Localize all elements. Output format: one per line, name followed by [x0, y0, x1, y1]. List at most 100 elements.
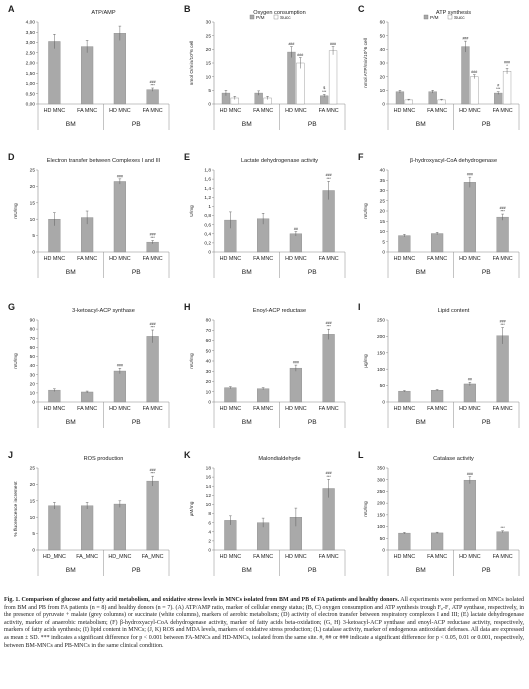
x-tick-label: HD MNC: [459, 554, 481, 560]
panel-title: ROS production: [84, 456, 124, 462]
group-label: PB: [132, 269, 141, 276]
y-tick-label: 100: [377, 367, 385, 373]
group-label: BM: [66, 419, 76, 426]
x-tick-label: FA MNC: [143, 406, 163, 412]
y-tick-label: 40: [380, 47, 386, 53]
x-tick-label: HD MNC: [109, 406, 131, 412]
bar: [48, 41, 61, 105]
y-tick-label: 20: [206, 379, 212, 385]
y-tick-label: 18: [206, 466, 212, 472]
bar: [289, 233, 302, 253]
y-tick-label: 25: [206, 33, 212, 39]
y-tick-label: 1,6: [204, 177, 211, 183]
y-tick-label: 1,8: [204, 168, 211, 174]
bar: [431, 233, 444, 253]
x-tick-label: FA MNC: [77, 108, 97, 114]
y-tick-label: 20: [206, 47, 212, 53]
y-tick-label: 4: [208, 529, 211, 535]
significance-mark: ***: [151, 236, 156, 240]
panel-letter: E: [184, 152, 190, 162]
y-tick-label: 25: [380, 198, 386, 204]
x-tick-label: HD MNC: [285, 554, 307, 560]
y-tick-label: 3,00: [26, 40, 36, 46]
y-tick-label: 10: [30, 217, 36, 223]
y-tick-label: 5: [32, 233, 35, 239]
x-tick-label: HD_MNC: [108, 554, 131, 560]
significance-mark: ###: [326, 471, 332, 475]
y-tick-label: 5: [382, 239, 385, 245]
y-tick-label: 150: [377, 350, 385, 356]
bar: [496, 531, 509, 551]
x-tick-label: FA MNC: [253, 108, 273, 114]
x-tick-label: HD MNC: [459, 108, 481, 114]
x-tick-label: HD_MNC: [43, 554, 66, 560]
y-tick-label: 25: [30, 168, 36, 174]
y-tick-label: 70: [206, 328, 212, 334]
bar: [470, 76, 479, 105]
y-tick-label: 0,8: [204, 213, 211, 219]
figure-caption: Fig. 1. Comparison of glucose and fatty …: [4, 597, 524, 650]
group-label: PB: [482, 121, 491, 128]
x-tick-label: HD MNC: [459, 256, 481, 262]
y-tick-label: 50: [380, 33, 386, 39]
y-tick-label: 0,4: [204, 231, 211, 237]
y-tick-label: 40: [380, 168, 386, 174]
bar: [81, 505, 94, 551]
significance-mark: ###: [471, 70, 477, 74]
significance-mark: ###: [297, 53, 303, 57]
x-tick-label: FA MNC: [253, 406, 273, 412]
y-tick-label: 60: [206, 338, 212, 344]
x-tick-label: FA MNC: [253, 554, 273, 560]
significance-mark: ***: [501, 323, 506, 327]
y-tick-label: 60: [380, 20, 386, 26]
bar: [257, 388, 270, 403]
legend-label: P/M: [430, 15, 439, 21]
x-tick-label: FA MNC: [77, 256, 97, 262]
y-axis-label: mU/mg: [13, 203, 19, 219]
y-tick-label: 0: [32, 400, 35, 406]
y-tick-label: 50: [380, 383, 386, 389]
panel-d: D Electron transfer between Complexes I a…: [8, 152, 170, 278]
group-label: PB: [132, 121, 141, 128]
panel-letter: K: [184, 450, 191, 460]
significance-mark: ***: [327, 325, 332, 329]
y-tick-label: 5: [208, 88, 211, 94]
bar: [224, 387, 237, 403]
legend-swatch: [249, 14, 255, 20]
group-label: BM: [416, 567, 426, 574]
group-label: BM: [242, 121, 252, 128]
bar: [146, 480, 159, 551]
bar: [296, 62, 305, 105]
bar: [398, 390, 411, 403]
panel-letter: J: [8, 450, 13, 460]
x-tick-label: HD MNC: [220, 108, 242, 114]
panel-a: A ATP/AMP 0,00 0,50 1,00 1,50 2,00 2,50 3,00 3,50…: [8, 4, 170, 130]
x-tick-label: HD MNC: [220, 406, 242, 412]
group-label: BM: [416, 269, 426, 276]
y-tick-label: 80: [206, 318, 212, 324]
panel-title: Oxygen consumption: [253, 10, 306, 16]
legend-swatch: [273, 14, 279, 20]
significance-mark: ###: [150, 322, 156, 326]
y-tick-label: 250: [377, 318, 385, 324]
bar: [431, 389, 444, 403]
x-tick-label: HD MNC: [109, 108, 131, 114]
panel-k: K Malondialdehyde 0 2 4 6 8 10 12 14 16 18 µM/mg HD M…: [184, 450, 346, 576]
x-tick-label: HD MNC: [220, 554, 242, 560]
panel-letter: I: [358, 302, 361, 312]
y-tick-label: 10: [30, 515, 36, 521]
y-tick-label: 1,2: [204, 195, 211, 201]
legend-label: P/M: [256, 15, 265, 21]
bar: [289, 367, 302, 403]
y-tick-label: 15: [30, 498, 36, 504]
x-tick-label: FA_MNC: [142, 554, 164, 560]
x-tick-label: FA MNC: [493, 554, 513, 560]
x-tick-label: HD MNC: [459, 406, 481, 412]
group-label: BM: [66, 121, 76, 128]
y-tick-label: 10: [206, 74, 212, 80]
y-tick-label: 250: [377, 489, 385, 495]
bar: [322, 190, 335, 253]
bar: [81, 391, 94, 403]
y-tick-label: 10: [380, 229, 386, 235]
